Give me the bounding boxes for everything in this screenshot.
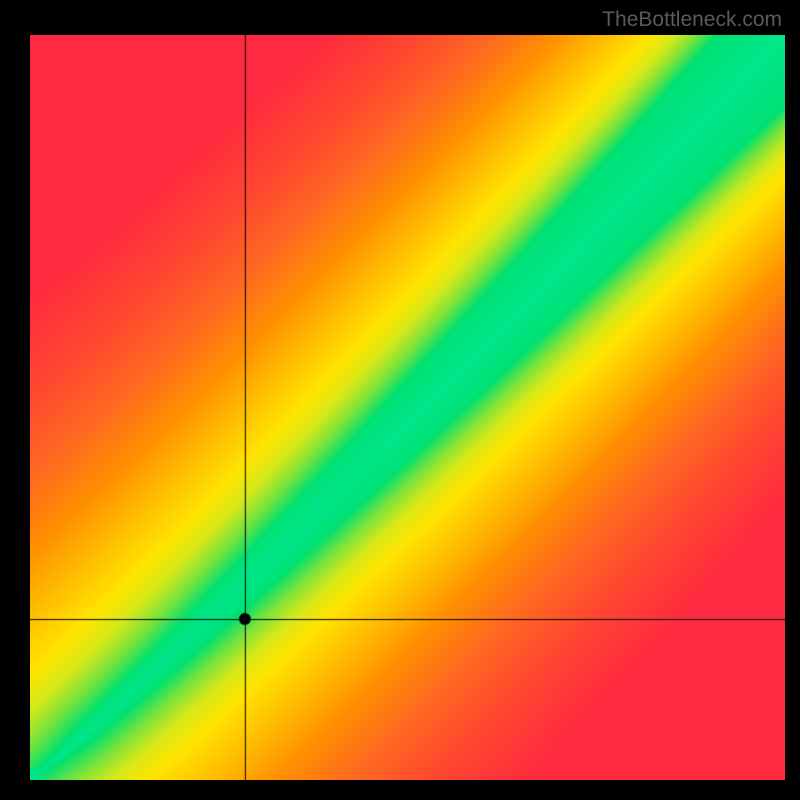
chart-container: TheBottleneck.com bbox=[0, 0, 800, 800]
heatmap-plot bbox=[30, 35, 785, 780]
heatmap-canvas bbox=[30, 35, 785, 780]
watermark-text: TheBottleneck.com bbox=[602, 8, 782, 32]
